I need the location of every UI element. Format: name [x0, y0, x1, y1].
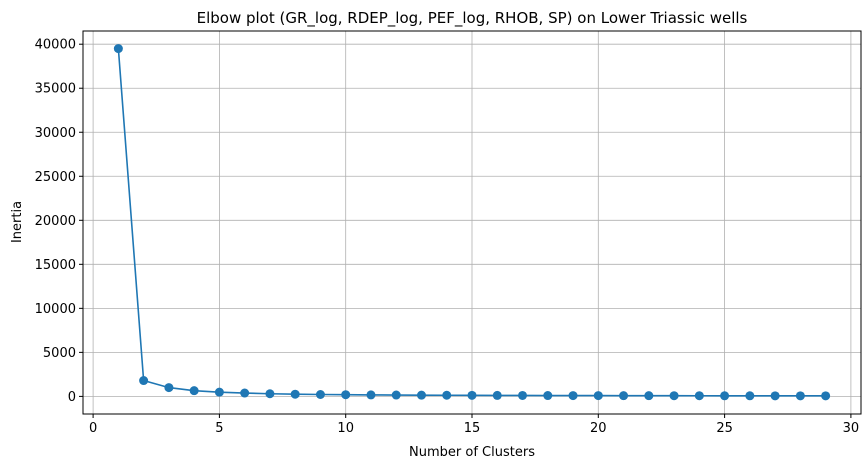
- data-point: [467, 390, 477, 400]
- y-tick-label: 25000: [35, 170, 76, 185]
- data-point: [669, 391, 679, 401]
- data-point: [745, 391, 755, 401]
- y-tick-label: 5000: [43, 346, 76, 361]
- x-axis: 0 5 10 15 20 25 30: [89, 414, 859, 436]
- data-point: [720, 391, 730, 401]
- y-tick-label: 30000: [35, 126, 76, 141]
- x-tick-label: 10: [337, 421, 354, 436]
- y-tick-label: 35000: [35, 82, 76, 97]
- data-point: [315, 389, 325, 399]
- grid: [83, 31, 861, 414]
- data-point: [543, 391, 553, 401]
- data-point: [694, 391, 704, 401]
- x-tick-label: 15: [464, 421, 481, 436]
- data-point: [644, 391, 654, 401]
- data-point: [770, 391, 780, 401]
- y-tick-label: 20000: [35, 214, 76, 229]
- x-axis-title: Number of Clusters: [409, 445, 535, 460]
- data-point: [442, 390, 452, 400]
- y-axis: 0 5000 10000 15000 20000 25000 30000 35000 40000: [35, 38, 83, 405]
- y-tick-label: 40000: [35, 38, 76, 53]
- data-point: [619, 391, 629, 401]
- data-point: [366, 390, 376, 400]
- data-point: [391, 390, 401, 400]
- data-point: [113, 44, 123, 54]
- data-point: [290, 389, 300, 399]
- data-point: [518, 390, 528, 400]
- data-point: [265, 389, 275, 399]
- y-tick-label: 0: [68, 390, 76, 405]
- data-point: [139, 376, 149, 386]
- y-tick-label: 10000: [35, 302, 76, 317]
- data-point: [821, 391, 831, 401]
- data-point: [568, 391, 578, 401]
- chart-title: Elbow plot (GR_log, RDEP_log, PEF_log, R…: [197, 9, 748, 28]
- data-point: [416, 390, 426, 400]
- x-tick-label: 0: [89, 421, 97, 436]
- x-tick-label: 30: [843, 421, 860, 436]
- y-axis-title: Inertia: [10, 201, 25, 243]
- x-tick-label: 5: [215, 421, 223, 436]
- x-tick-label: 20: [590, 421, 607, 436]
- data-point: [795, 391, 805, 401]
- data-point: [214, 387, 224, 397]
- data-point: [164, 383, 174, 393]
- y-tick-label: 15000: [35, 258, 76, 273]
- data-point: [341, 390, 351, 400]
- data-point: [593, 391, 603, 401]
- x-tick-label: 25: [716, 421, 733, 436]
- data-point: [492, 390, 502, 400]
- series-layer: [113, 44, 831, 401]
- data-point: [240, 388, 250, 398]
- data-point: [189, 386, 199, 396]
